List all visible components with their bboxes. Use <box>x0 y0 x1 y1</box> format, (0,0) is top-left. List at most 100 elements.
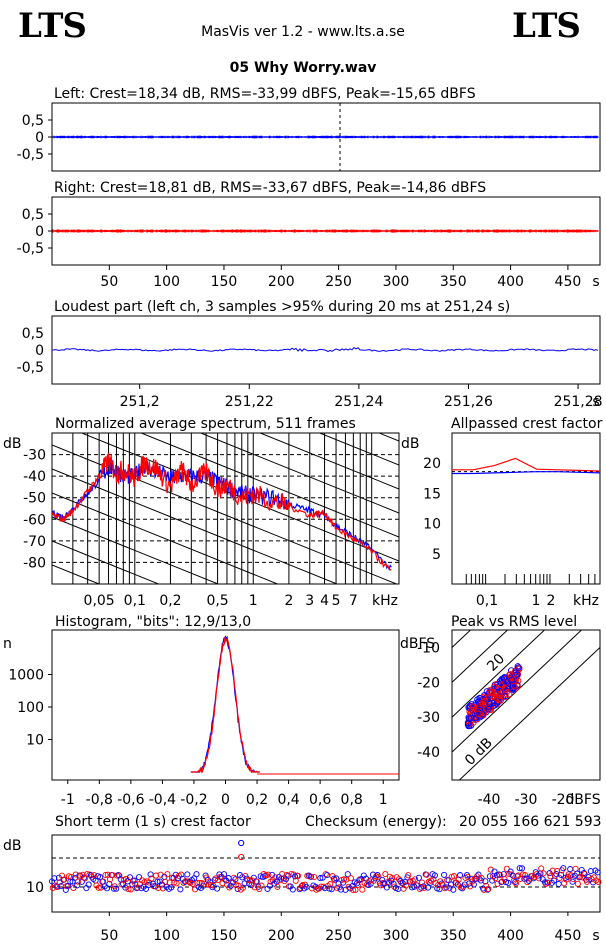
crest-xunit: kHz <box>573 593 599 609</box>
loudest-xtick: 251,2 <box>120 394 160 410</box>
crest-xtick: 0,1 <box>476 593 498 609</box>
spectrum-diagonal <box>318 433 399 466</box>
loudest-ytick: 0 <box>35 343 44 359</box>
right-xtick: 250 <box>325 274 352 290</box>
stc-point-right <box>116 872 123 879</box>
stc-xtick: 50 <box>100 928 118 944</box>
stc-point-left <box>475 871 482 878</box>
spectrum-xtick: 4 <box>320 593 329 609</box>
crest-ytick: 10 <box>423 517 441 533</box>
stc-point-left <box>344 871 351 878</box>
hist-xtick: 0,6 <box>309 792 331 808</box>
crest-ylabel: dB <box>401 436 420 452</box>
stc-point-right <box>320 883 327 890</box>
left-waveform-ytick: 0,5 <box>22 113 44 129</box>
stc-point-left <box>71 874 78 881</box>
spectrum-diagonals <box>52 433 399 777</box>
hist-ytick: 100 <box>17 700 44 716</box>
spectrum-diagonal <box>52 516 220 584</box>
stc-xtick: 100 <box>153 928 180 944</box>
stc-point-right <box>272 874 279 881</box>
stc-point-right <box>194 879 201 887</box>
spectrum-ytick: -50 <box>23 491 46 507</box>
stc-point-left <box>567 866 574 873</box>
stc-point-right <box>508 871 515 878</box>
stc-title: Short term (1 s) crest factor <box>55 814 251 830</box>
pvr-point <box>509 684 516 691</box>
stc-point-right <box>210 882 217 889</box>
stc-point-left <box>443 884 450 891</box>
stc-point-right <box>522 872 529 879</box>
right-waveform-ytick: -0,5 <box>17 241 44 257</box>
pvr-point <box>508 676 515 684</box>
stc-point-left <box>496 871 503 878</box>
spectrum-diagonal <box>52 564 101 584</box>
stc-point-right <box>487 866 494 873</box>
stc-point-right <box>54 884 61 891</box>
pvr-point <box>505 690 513 698</box>
stc-point-right <box>340 876 348 883</box>
stc-point-left <box>232 876 239 883</box>
stc-point-left <box>154 878 161 885</box>
spectrum-ylabel: dB <box>3 436 22 452</box>
stc-point-left <box>482 878 489 885</box>
stc-point-right <box>446 885 453 892</box>
stc-point-left <box>131 877 138 884</box>
stc-xtick: 300 <box>383 928 410 944</box>
pvr-diagonal-label: 20 <box>484 651 508 675</box>
pvr-point <box>486 700 494 708</box>
pvr-diagonal <box>452 630 583 753</box>
crest-ytick: 5 <box>432 547 441 563</box>
stc-point-right <box>226 884 233 891</box>
pvr-point <box>496 692 503 699</box>
hist-series-red <box>191 636 260 773</box>
spectrum-xtick: 7 <box>349 593 358 609</box>
hist-xtick: 0,4 <box>277 792 299 808</box>
stc-point-left <box>564 873 571 880</box>
spectrum-diagonal <box>52 637 399 777</box>
stc-point-left <box>438 880 445 887</box>
stc-point-right <box>549 867 556 874</box>
crest-title: Allpassed crest factor <box>451 416 603 432</box>
stc-point-left <box>289 886 296 893</box>
pvr-ylabel: dBFS <box>400 636 435 652</box>
hist-frame <box>51 629 400 781</box>
stc-point-left <box>560 865 567 872</box>
spectrum-diagonal <box>52 468 339 584</box>
lts-logo-right: LTS <box>512 6 581 46</box>
spectrum-diagonal <box>52 613 399 753</box>
pvr-point <box>496 688 504 695</box>
stc-point-left <box>470 881 477 888</box>
lts-logo-left: LTS <box>18 6 87 46</box>
spectrum-frame <box>51 432 400 585</box>
stc-point-left <box>106 880 113 887</box>
stc-point-left <box>81 874 88 881</box>
stc-point-left <box>303 883 310 890</box>
stc-xtick: 150 <box>211 928 238 944</box>
stc-point-right <box>492 875 499 882</box>
pvr-diagonal <box>458 646 600 780</box>
stc-point-right <box>178 871 185 878</box>
right-xtick: 400 <box>497 274 524 290</box>
stc-point-left <box>580 869 587 877</box>
stc-xtick: 200 <box>268 928 295 944</box>
stc-point-left <box>576 874 583 881</box>
pvr-xtick: -20 <box>552 792 575 808</box>
stc-point-right <box>547 873 554 880</box>
stc-point-left <box>243 875 250 882</box>
stc-point-right <box>97 884 105 891</box>
pvr-diagonal-label: 0 dB <box>462 735 496 769</box>
spectrum-ytick: -80 <box>23 555 46 571</box>
stc-point-right <box>61 876 68 883</box>
stc-point-right <box>476 875 483 882</box>
right-xunit: s <box>592 274 599 290</box>
stc-point-right <box>574 880 581 887</box>
pvr-xtick: -30 <box>515 792 538 808</box>
hist-xtick: -0,8 <box>86 792 113 808</box>
stc-point-left <box>319 874 326 881</box>
crest-ytick: 15 <box>423 486 441 502</box>
stc-xtick: 400 <box>497 928 524 944</box>
pvr-point <box>507 673 515 680</box>
stc-point-left <box>587 868 594 875</box>
